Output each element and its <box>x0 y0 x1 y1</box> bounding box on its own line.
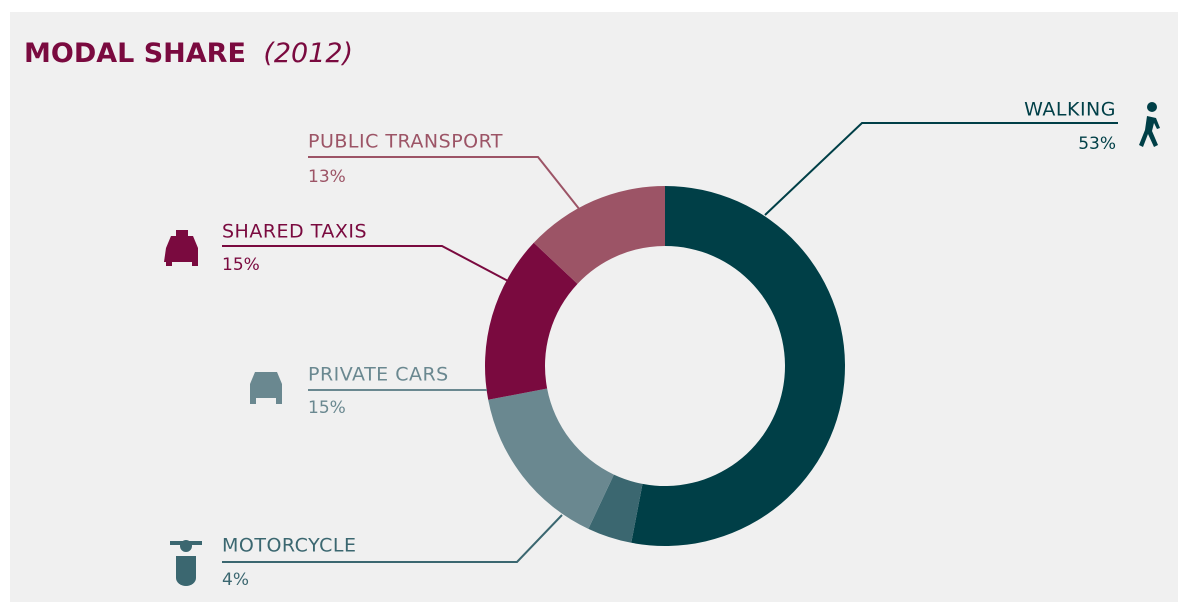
scooter-icon <box>170 540 202 586</box>
taxi-icon <box>164 230 198 266</box>
walking-icon <box>1139 102 1160 147</box>
category-label: WALKING <box>1024 99 1116 121</box>
leader-line <box>764 122 1118 216</box>
chart-title: MODAL SHARE <box>24 38 246 69</box>
donut-segment <box>488 388 614 529</box>
value-label: 15% <box>222 255 260 275</box>
value-label: 4% <box>222 570 249 590</box>
donut-segment <box>631 186 845 546</box>
leader-line <box>308 156 581 211</box>
value-label: 13% <box>308 167 346 187</box>
leader-line <box>222 245 511 283</box>
chart-title-group: MODAL SHARE (2012) <box>24 38 353 69</box>
donut-segment <box>533 186 665 284</box>
category-label: SHARED TAXIS <box>222 221 367 243</box>
value-label: 15% <box>308 398 346 418</box>
value-label: 53% <box>1078 134 1116 154</box>
car-icon <box>250 372 282 404</box>
category-label: PUBLIC TRANSPORT <box>308 131 503 153</box>
category-label: PRIVATE CARS <box>308 364 449 386</box>
category-label: MOTORCYCLE <box>222 535 357 557</box>
chart-subtitle: (2012) <box>263 38 353 69</box>
leader-line <box>222 514 563 563</box>
donut-segment <box>588 474 643 543</box>
